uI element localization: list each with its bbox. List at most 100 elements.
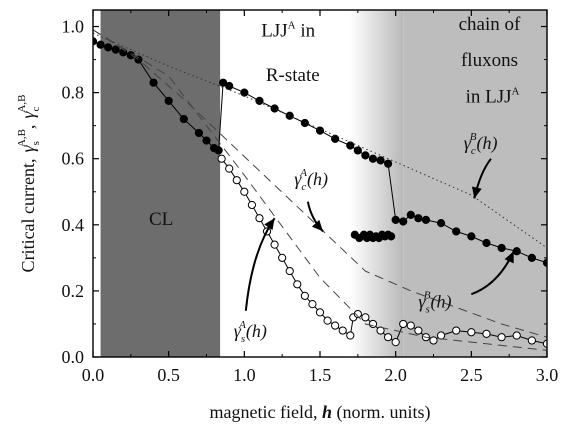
point-gamma_c_measured xyxy=(285,111,294,120)
point-gamma_s_measured xyxy=(323,316,332,325)
point-gamma_c_measured xyxy=(436,219,446,228)
point-gamma_s_measured xyxy=(406,321,415,330)
point-gamma_s_measured xyxy=(293,280,302,289)
region-fluxons xyxy=(403,10,547,357)
point-gamma_s_measured xyxy=(346,331,355,340)
point-gamma_c_measured xyxy=(96,40,105,49)
x-tick-label: 1.5 xyxy=(309,365,332,385)
region-label-chain-line1: chain of xyxy=(459,14,521,35)
arrow-gamma-c-A-head xyxy=(311,219,324,232)
data-series xyxy=(93,29,547,351)
point-gamma_c_measured xyxy=(214,146,223,155)
annotation-gamma-c-A: γcA(h) xyxy=(294,167,328,193)
point-gamma_s_measured xyxy=(542,339,547,348)
y-tick-label: 0.4 xyxy=(62,215,85,235)
point-gamma_c_measured xyxy=(391,215,400,224)
y-tick-label: 1.0 xyxy=(62,17,85,37)
point-gamma_s_measured xyxy=(414,326,423,335)
point-gamma_s_measured xyxy=(467,328,476,337)
point-gamma_s_measured xyxy=(308,300,317,309)
point-gamma_s_measured xyxy=(436,331,446,340)
arrow-gamma-s-B-head xyxy=(504,251,514,264)
point-gamma_s_measured xyxy=(225,164,234,173)
point-gamma_c_measured xyxy=(315,126,325,135)
point-gamma_c_jumps xyxy=(387,232,396,241)
point-gamma_s_measured xyxy=(338,326,347,335)
point-gamma_s_measured xyxy=(429,336,438,345)
point-gamma_c_measured xyxy=(179,114,188,124)
point-gamma_s_measured xyxy=(527,336,536,345)
point-gamma_c_measured xyxy=(331,134,340,143)
x-tick-label: 1.0 xyxy=(233,365,256,385)
y-tick-label: 0.6 xyxy=(62,149,85,169)
x-tick-label: 3.0 xyxy=(536,365,559,385)
point-gamma_s_measured xyxy=(247,200,256,210)
point-gamma_s_measured xyxy=(300,291,309,300)
region-label-rstate-line1: LJJA in xyxy=(261,19,315,41)
annotation-arrows xyxy=(244,158,515,311)
arrow-gamma-s-A-head xyxy=(264,218,275,231)
point-gamma_s_measured xyxy=(331,321,340,330)
arrow-gamma-c-B-head xyxy=(471,186,482,199)
point-gamma_s_measured xyxy=(278,253,287,262)
point-gamma_c_measured xyxy=(421,215,431,224)
point-gamma_s_measured xyxy=(315,308,325,317)
point-gamma_c_measured xyxy=(104,43,113,52)
curve-gamma_s_A_theory xyxy=(93,29,547,351)
point-gamma_s_measured xyxy=(361,313,370,322)
point-gamma_c_measured xyxy=(384,159,393,168)
point-gamma_c_measured xyxy=(376,156,385,165)
region-label-chain-line3: in LJJA xyxy=(466,86,520,108)
point-gamma_c_measured xyxy=(255,96,264,105)
point-gamma_c_measured xyxy=(368,154,378,163)
y-axis-label: Critical current,γsA,B,γcA,B xyxy=(16,95,42,273)
point-gamma_c_measured xyxy=(497,243,506,253)
region-label-rstate-line2: R-state xyxy=(266,65,320,86)
point-gamma_c_measured xyxy=(219,78,228,87)
point-gamma_c_measured xyxy=(134,55,143,64)
curve-annotations: γcB(h) γcA(h) γsA(h) γsB(h) xyxy=(234,131,498,345)
point-gamma_s_measured xyxy=(368,319,378,329)
point-gamma_c_measured xyxy=(149,78,158,87)
point-gamma_c_measured xyxy=(126,51,135,60)
point-gamma_s_measured xyxy=(512,331,521,340)
x-tick-label: 2.0 xyxy=(384,365,407,385)
point-gamma_s_measured xyxy=(391,338,400,347)
point-gamma_s_measured xyxy=(353,309,362,319)
point-gamma_c_measured xyxy=(164,96,173,105)
annotation-gamma-s-B: γsB(h) xyxy=(418,289,451,315)
point-gamma_c_measured xyxy=(194,128,204,138)
point-gamma_c_measured xyxy=(240,88,249,97)
point-gamma_c_measured xyxy=(414,214,423,223)
point-gamma_c_measured xyxy=(111,45,120,54)
region-label-cl: CL xyxy=(149,209,173,230)
point-gamma_s_measured xyxy=(240,187,249,196)
point-gamma_c_measured xyxy=(346,141,355,150)
y-tick-label: 0.2 xyxy=(62,281,85,301)
x-tick-label: 2.5 xyxy=(460,365,483,385)
point-gamma_s_measured xyxy=(217,154,226,163)
point-gamma_c_measured xyxy=(527,253,536,262)
y-tick-label: 0.0 xyxy=(62,347,85,367)
point-gamma_c_measured xyxy=(406,210,415,219)
point-gamma_s_measured xyxy=(384,333,393,342)
point-gamma_c_measured xyxy=(225,81,234,91)
point-gamma_s_measured xyxy=(285,266,294,276)
axis-ticks: 0.0 0.5 1.0 1.5 2.0 2.5 3.0 0.0 0.2 0.4 0.6 0.8 1.0 xyxy=(62,10,559,385)
point-gamma_c_measured xyxy=(399,217,408,226)
point-gamma_s_measured xyxy=(232,176,241,185)
point-gamma_c_measured xyxy=(361,151,370,160)
annotation-gamma-s-A: γsA(h) xyxy=(234,319,267,345)
region-label-chain-line2: fluxons xyxy=(461,50,518,71)
x-tick-label: 0.0 xyxy=(82,365,105,385)
point-gamma_c_measured xyxy=(202,136,211,145)
x-tick-label: 0.5 xyxy=(157,365,180,385)
point-gamma_c_measured xyxy=(452,227,461,236)
region-CL xyxy=(100,10,221,357)
point-gamma_c_measured xyxy=(353,146,362,155)
point-gamma_s_measured xyxy=(399,319,408,329)
point-gamma_s_measured xyxy=(452,326,461,335)
point-gamma_s_measured xyxy=(270,240,279,249)
point-gamma_c_measured xyxy=(542,258,547,267)
